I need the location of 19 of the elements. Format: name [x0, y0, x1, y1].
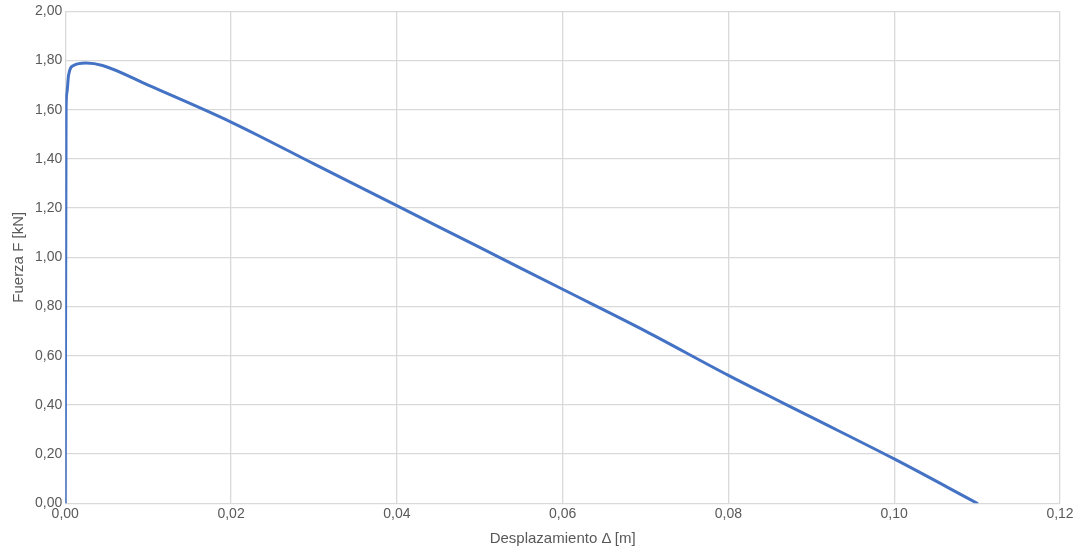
y-tick-label: 2,00 — [35, 2, 63, 19]
y-tick-label: 0,80 — [35, 297, 63, 314]
y-axis-title: Fuerza F [kN] — [9, 211, 27, 303]
y-tick-label: 0,40 — [35, 395, 63, 412]
y-tick-label: 1,60 — [35, 100, 63, 117]
x-tick-label: 0,06 — [549, 505, 577, 522]
x-axis-title: Desplazamiento Δ [m] — [489, 529, 636, 547]
line-series — [65, 61, 979, 504]
y-tick-label: 1,00 — [35, 248, 63, 265]
x-tick-label: 0,12 — [1046, 505, 1074, 522]
x-tick-label: 0,02 — [217, 505, 245, 522]
y-tick-label: 0,20 — [35, 444, 63, 461]
y-tick-label: 0,60 — [35, 346, 63, 363]
x-tick-label: 0,04 — [383, 505, 411, 522]
x-tick-label: 0,08 — [714, 505, 743, 522]
x-tick-label: 0,10 — [880, 505, 909, 522]
y-tick-label: 1,20 — [35, 198, 63, 215]
y-tick-label: 1,40 — [35, 149, 63, 166]
y-tick-label: 1,80 — [35, 51, 63, 68]
